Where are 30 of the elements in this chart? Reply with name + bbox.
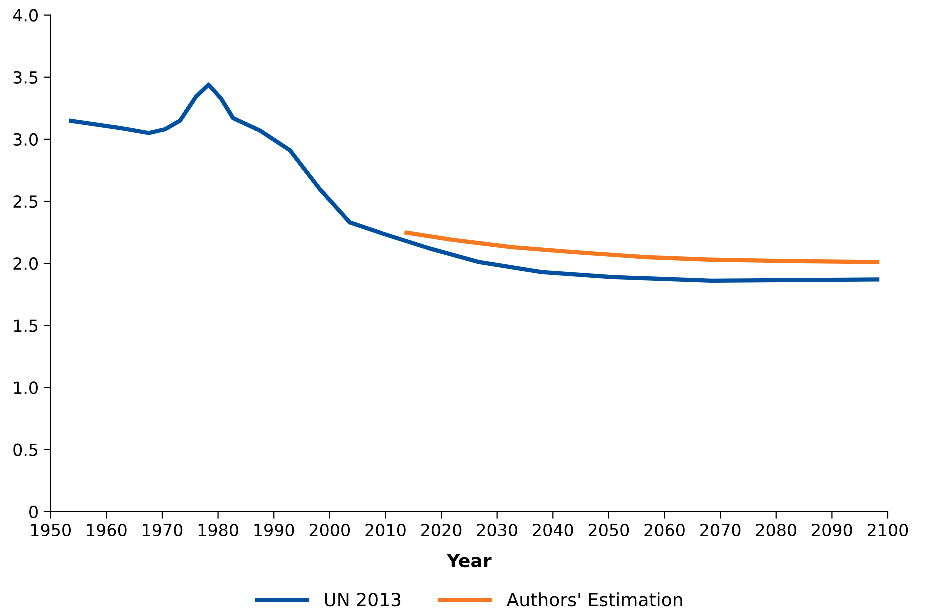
x-tick-label: 2090 bbox=[812, 524, 852, 537]
x-tick-label: 2070 bbox=[700, 524, 741, 537]
y-tick-label: 0 bbox=[30, 506, 38, 518]
line-series bbox=[402, 230, 882, 264]
x-tick-label: 1990 bbox=[254, 524, 294, 537]
x-tick-label: 2000 bbox=[310, 524, 350, 537]
x-tick-label: 2040 bbox=[533, 524, 574, 537]
x-tick-label: 1970 bbox=[143, 524, 183, 537]
x-tick-label: 1950 bbox=[31, 524, 71, 537]
legend-label: Authors' Estimation bbox=[506, 592, 682, 607]
y-tick-label: 1.5 bbox=[14, 320, 38, 332]
y-tick-label: 4.0 bbox=[13, 9, 38, 22]
line-series bbox=[67, 82, 882, 284]
x-tick-label: 2020 bbox=[422, 524, 462, 537]
y-tick-label: 3.0 bbox=[14, 133, 38, 146]
x-tick-label: 2050 bbox=[588, 524, 630, 537]
y-tick-label: 1.0 bbox=[14, 382, 38, 394]
x-tick-label: 2030 bbox=[477, 524, 518, 537]
x-tick-label: 2060 bbox=[644, 524, 685, 537]
x-axis-title: Year bbox=[446, 554, 492, 568]
y-tick-label: 3.5 bbox=[14, 71, 38, 84]
y-tick-label: 0.5 bbox=[14, 444, 38, 456]
legend-label: UN 2013 bbox=[325, 592, 401, 607]
x-tick-label: 2080 bbox=[756, 524, 796, 537]
x-tick-label: 1980 bbox=[198, 524, 238, 537]
y-tick-label: 2.0 bbox=[14, 258, 38, 270]
x-tick-label: 2010 bbox=[366, 524, 406, 537]
y-tick-label: 2.5 bbox=[14, 195, 38, 208]
x-tick-label: 1960 bbox=[87, 524, 127, 537]
x-tick-label: 2100 bbox=[868, 524, 908, 537]
